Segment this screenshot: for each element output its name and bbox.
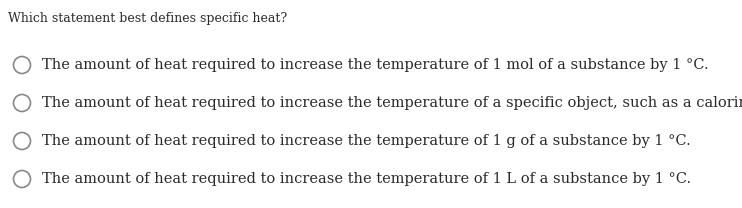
Text: The amount of heat required to increase the temperature of a specific object, su: The amount of heat required to increase … [42,96,742,110]
Text: The amount of heat required to increase the temperature of 1 mol of a substance : The amount of heat required to increase … [42,58,709,72]
Text: The amount of heat required to increase the temperature of 1 g of a substance by: The amount of heat required to increase … [42,134,691,148]
Text: The amount of heat required to increase the temperature of 1 L of a substance by: The amount of heat required to increase … [42,172,691,186]
Text: Which statement best defines specific heat?: Which statement best defines specific he… [8,12,287,25]
